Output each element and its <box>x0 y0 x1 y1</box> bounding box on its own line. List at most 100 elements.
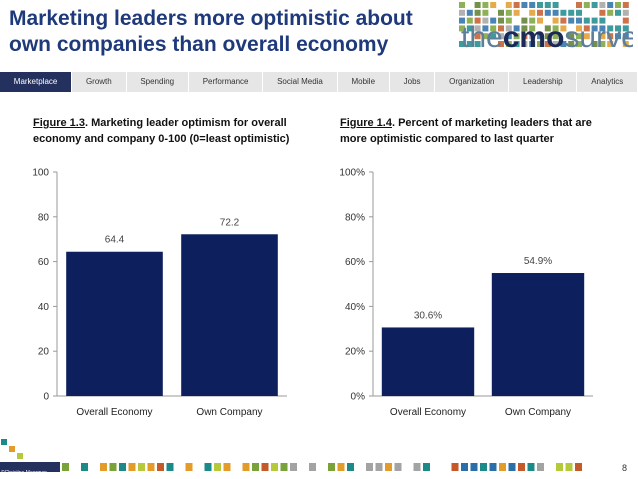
nav-tab-mobile[interactable]: Mobile <box>338 72 390 92</box>
footer-tile <box>565 463 573 471</box>
footer-tile <box>214 463 221 471</box>
logo-tile <box>622 9 629 16</box>
footer-pattern <box>0 439 582 472</box>
footer-tile <box>166 463 174 471</box>
nav-tab-marketplace[interactable]: Marketplace <box>0 72 73 92</box>
logo-tile <box>459 17 465 24</box>
logo-tile <box>560 9 567 16</box>
logo-tile <box>568 9 575 16</box>
logo-tile <box>498 9 504 16</box>
logo-tile <box>537 2 543 8</box>
copyright: ©Christine Moorman <box>1 470 47 476</box>
figure-1-3-caption: Figure 1.3. Marketing leader optimism fo… <box>33 115 289 147</box>
logo-tile <box>544 25 551 32</box>
title-line-2: own companies than overall economy <box>9 33 389 56</box>
optimism-percent-chart: 0% 20% 40% 60% 80% 100% 30.6% Overall Economy 54… <box>339 168 593 418</box>
logo-cmo: cmo <box>503 21 565 54</box>
y-tick-label: 80 <box>38 212 50 223</box>
logo-tile <box>513 2 520 8</box>
footer-tile <box>394 463 402 471</box>
footer-tile <box>157 463 164 471</box>
logo-tile <box>529 33 536 40</box>
logo-tile <box>607 2 614 8</box>
logo-tile <box>599 33 606 40</box>
footer-tile <box>280 463 288 471</box>
footer-tile <box>309 463 316 471</box>
logo-tile <box>576 2 582 8</box>
logo-tile <box>622 25 629 32</box>
logo-tile <box>552 2 559 8</box>
page-number: 8 <box>622 463 628 473</box>
footer-tile <box>499 463 506 471</box>
logo-tile <box>474 2 481 8</box>
nav-bar: Marketplace Growth Spending Performance Soci… <box>0 72 638 92</box>
nav-tab-social-media[interactable]: Social Media <box>263 72 338 92</box>
logo-tile <box>544 9 551 16</box>
logo-tile <box>576 17 582 24</box>
logo-tile <box>622 17 629 24</box>
logo-tile <box>591 25 598 32</box>
logo-tile <box>599 25 606 32</box>
footer-tile <box>527 463 535 471</box>
nav-tab-performance[interactable]: Performance <box>189 72 264 92</box>
footer-tile <box>242 463 250 471</box>
footer-tile <box>119 463 126 471</box>
y-tick-label: 20% <box>345 347 365 358</box>
figure-1-3-caption-text: . Marketing leader optimism for overall <box>84 117 287 129</box>
logo-tile <box>505 41 512 47</box>
logo-tile <box>607 33 614 40</box>
logo-tile <box>459 2 465 8</box>
y-tick-label: 100 <box>32 168 49 179</box>
logo-tile <box>583 17 590 24</box>
logo-tile <box>505 9 512 16</box>
y-tick-label: 20 <box>38 347 50 358</box>
logo-tile <box>513 25 520 32</box>
logo-tile <box>591 41 598 47</box>
footer-tile <box>413 463 421 471</box>
logo-tile <box>466 17 473 24</box>
logo-text: thecmosurvey <box>461 21 633 54</box>
nav-tab-organization[interactable]: Organization <box>435 72 510 92</box>
logo-tile <box>615 2 621 8</box>
logo-tile <box>568 41 575 47</box>
footer-tile <box>451 463 459 471</box>
figure-1-4-caption-line2: more optimistic compared to last quarter <box>340 133 554 145</box>
logo-tile <box>583 2 590 8</box>
footer-tile <box>204 463 212 471</box>
logo-tile <box>568 17 575 24</box>
y-tick-label: 0 <box>43 392 49 403</box>
footer-tile <box>62 463 69 471</box>
optimism-score-chart: 0 20 40 60 80 100 64.4 Overall Economy 72.2 Own C… <box>32 168 287 418</box>
bar-own-company <box>491 273 585 396</box>
logo-tile <box>560 25 567 32</box>
nav-tab-spending[interactable]: Spending <box>127 72 189 92</box>
footer-tile <box>328 463 335 471</box>
logo-tile <box>622 2 629 8</box>
footer-tile <box>537 463 544 471</box>
nav-tab-leadership[interactable]: Leadership <box>509 72 578 92</box>
data-label: 54.9% <box>524 256 552 267</box>
category-label: Overall Economy <box>76 407 152 418</box>
logo-tile <box>474 41 481 47</box>
footer-tile <box>138 463 145 471</box>
footer-tile <box>375 463 383 471</box>
nav-tab-growth[interactable]: Growth <box>72 72 127 92</box>
footer-tile <box>252 463 259 471</box>
logo-tile <box>466 25 473 32</box>
footer-tile <box>271 463 278 471</box>
cmo-survey-logo: thecmosurvey <box>459 2 633 54</box>
y-tick-label: 60% <box>345 257 365 268</box>
logo-tile <box>474 9 481 16</box>
logo-tile <box>459 25 465 32</box>
logo-tile <box>490 17 497 24</box>
logo-tile <box>591 2 598 8</box>
logo-tile <box>552 9 559 16</box>
logo-tile <box>490 33 497 40</box>
nav-tab-analytics[interactable]: Analytics <box>577 72 638 92</box>
logo-tile <box>599 17 606 24</box>
footer-tile <box>347 463 354 471</box>
logo-tile <box>521 33 528 40</box>
nav-tab-jobs[interactable]: Jobs <box>390 72 436 92</box>
logo-tile <box>459 9 465 16</box>
logo-tile <box>521 2 528 8</box>
